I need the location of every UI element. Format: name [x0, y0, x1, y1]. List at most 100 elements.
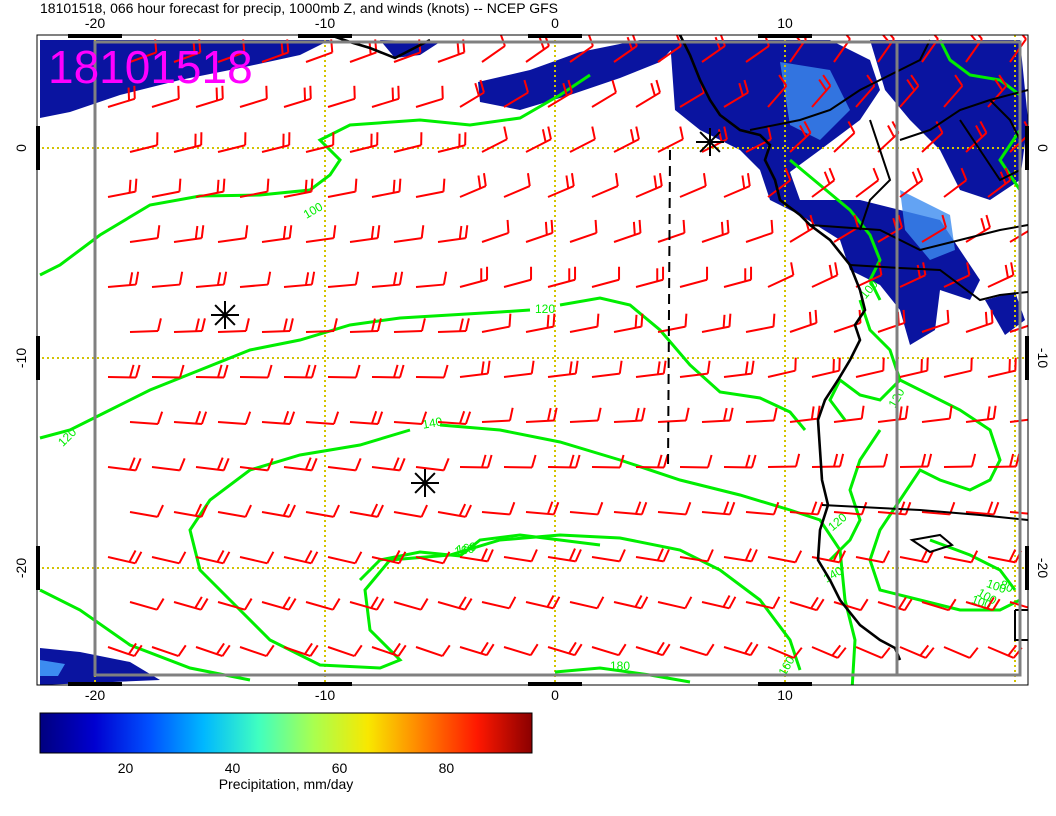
wind-barb	[305, 411, 340, 425]
wind-barb	[899, 357, 929, 378]
wind-barb	[745, 501, 780, 516]
date-stamp: 18101518	[48, 41, 253, 93]
wind-barb	[349, 503, 384, 518]
wind-barb	[195, 85, 224, 108]
border-inland-3	[849, 264, 1028, 302]
wind-barb	[657, 35, 682, 63]
wind-barb	[151, 457, 186, 472]
axis-ticks	[36, 34, 1029, 686]
wind-barb	[657, 126, 684, 153]
wind-barb	[437, 132, 467, 153]
wind-barb	[151, 178, 182, 198]
wind-barb	[261, 318, 294, 333]
wind-barb	[107, 85, 136, 108]
wind-barb	[877, 596, 913, 612]
wind-barb	[811, 453, 845, 468]
wind-barb	[723, 360, 755, 378]
wind-barb	[723, 79, 749, 108]
bottom-tick-label: -20	[85, 687, 105, 703]
wind-barb	[503, 454, 537, 469]
wind-barb	[481, 407, 514, 423]
wind-barb	[877, 501, 912, 516]
wind-barb	[635, 454, 669, 469]
wind-barb	[1009, 511, 1028, 515]
wind-barb	[217, 411, 252, 425]
wind-barb	[789, 309, 818, 333]
right-tick-label: -20	[1035, 558, 1051, 578]
coastline	[329, 35, 1028, 661]
wind-barb	[195, 457, 230, 472]
wind-barb	[327, 457, 362, 472]
wind-barb	[987, 262, 1015, 288]
wind-barb	[679, 643, 715, 657]
wind-barb	[525, 407, 558, 423]
wind-barb	[129, 598, 165, 611]
wind-barb	[547, 641, 583, 657]
wind-barb	[657, 407, 690, 423]
wind-barb	[987, 357, 1017, 378]
wind-barb	[899, 644, 935, 659]
wind-barb	[217, 598, 253, 611]
wind-barb	[393, 411, 428, 425]
wind-barb	[261, 596, 297, 611]
wind-barb	[415, 271, 448, 288]
precip-area-east	[985, 292, 1025, 335]
wind-barb	[349, 596, 385, 611]
wind-barb	[481, 35, 506, 63]
wind-barb	[657, 219, 686, 243]
precip-area-southwest-light	[40, 660, 65, 676]
dashed-track	[667, 149, 671, 471]
wind-barb	[151, 271, 184, 288]
wind-barb	[129, 504, 164, 518]
wind-barb	[393, 504, 428, 518]
wind-barb	[921, 120, 944, 153]
wind-barb	[701, 501, 736, 516]
wind-barb	[327, 85, 356, 108]
wind-barb	[679, 454, 713, 469]
colorbar-gradient	[39, 712, 533, 754]
wind-barb	[481, 313, 512, 333]
wind-barb	[195, 550, 231, 565]
wind-barb	[701, 219, 730, 243]
wind-barb	[921, 214, 947, 243]
wind-barb	[745, 596, 781, 610]
wind-barb	[217, 225, 249, 243]
wind-barb	[107, 642, 143, 658]
contour-120-north	[39, 308, 531, 440]
wind-barb	[415, 178, 446, 198]
wind-barb	[811, 644, 847, 659]
wind-barb	[591, 173, 619, 198]
wind-barb	[657, 596, 693, 610]
left-tick-label: -10	[13, 348, 29, 368]
wind-barb	[261, 503, 296, 518]
wind-barb	[789, 120, 812, 153]
wind-barb	[173, 410, 208, 425]
wind-barb	[767, 167, 792, 198]
wind-barb	[1009, 35, 1027, 63]
wind-barb	[437, 503, 472, 518]
contour-100-north	[39, 73, 591, 277]
contour-100-interior	[868, 378, 1021, 612]
wind-barb	[503, 549, 538, 563]
wind-barb	[393, 132, 423, 153]
contour-label: 100	[985, 576, 1009, 596]
wind-barb	[899, 74, 920, 108]
wind-barb	[767, 646, 803, 659]
wind-barb	[943, 550, 979, 564]
wind-barb	[173, 132, 203, 153]
wind-barb	[503, 79, 529, 108]
wind-barb	[613, 313, 644, 333]
wind-barb	[569, 501, 604, 516]
wind-barb	[965, 405, 997, 423]
wind-barb	[481, 596, 517, 610]
wind-barb	[943, 74, 964, 108]
wind-barb	[745, 407, 778, 423]
wind-barb	[327, 271, 360, 288]
wind-barb	[371, 457, 406, 472]
wind-barb	[239, 178, 270, 198]
top-tick-label: -20	[85, 15, 105, 31]
wind-barb	[833, 598, 869, 612]
contour-label: 120	[535, 302, 555, 316]
wind-barb	[591, 79, 617, 108]
contour-label: 160	[455, 539, 477, 556]
